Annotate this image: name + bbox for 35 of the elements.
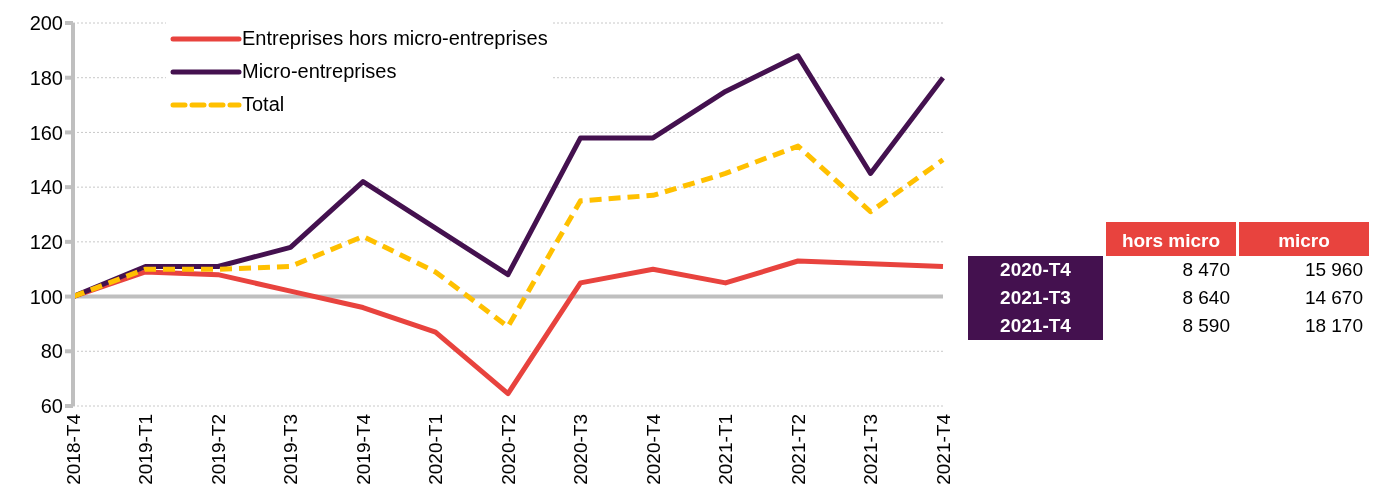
x-tick-label: 2020-T1 [425,414,446,485]
x-tick-label: 2020-T3 [570,414,591,485]
category-label: 2021-T3 [968,284,1103,312]
x-tick-label: 2019-T2 [207,414,229,485]
x-tick-label: 2021-T3 [860,414,881,485]
category-label: 2020-T4 [968,256,1103,284]
legend-label: Micro-entreprises [242,60,397,83]
x-tick-label: 2020-T4 [642,413,664,485]
data-label: 8 470 [1181,258,1231,282]
x-tick-label: 2019-T4 [352,413,374,485]
x-tick-label: 2020-T2 [497,414,519,485]
legend-label: Entreprises hors micro-entreprises [242,27,548,50]
y-tick-label: 80 [40,340,63,363]
x-tick-label: 2021-T1 [715,414,736,485]
y-tick-label: 120 [29,230,63,253]
text: hors micro [1121,229,1221,251]
y-tick-label: 200 [29,12,63,35]
data-label: 8 640 [1181,286,1231,310]
x-tick-label: 2019-T1 [135,414,156,485]
data-label: 15 960 [1303,258,1364,282]
x-tick-label: 2018-T4 [62,413,84,485]
x-tick-label: 2019-T3 [280,414,301,485]
y-tick-label: 180 [29,66,63,89]
data-label: 14 670 [1303,286,1364,310]
y-tick-label: 140 [29,176,63,199]
legend-label: Total [242,93,285,116]
y-tick-label: 60 [40,395,63,418]
x-tick-label: 2021-T4 [932,413,954,485]
data-label: 18 170 [1303,314,1364,338]
x-tick-label: 2021-T2 [787,414,809,485]
text: micro [1278,229,1330,251]
y-tick-label: 160 [29,121,63,144]
y-tick-label: 100 [29,285,63,308]
category-label: 2021-T4 [968,312,1103,340]
data-label: 8 590 [1181,314,1231,338]
